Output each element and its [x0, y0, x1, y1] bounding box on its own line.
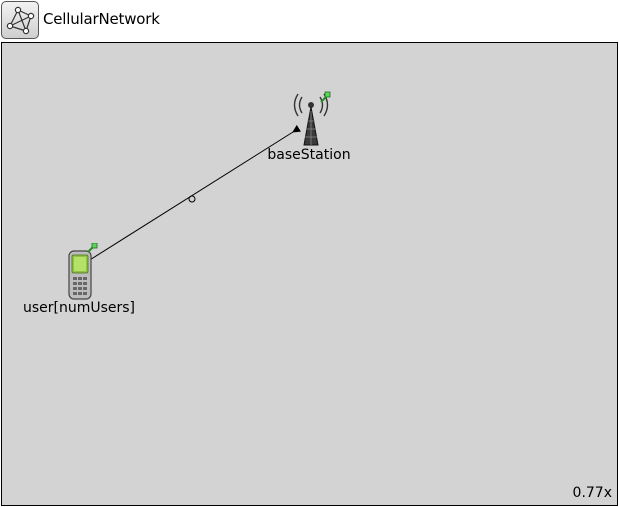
network-canvas[interactable]: baseStation [1, 42, 618, 506]
connection-layer [76, 124, 302, 269]
zoom-level: 0.77x [572, 485, 612, 501]
mobile-phone-icon[interactable] [64, 242, 100, 301]
status-indicator-icon [320, 91, 331, 103]
connection-midpoint-marker [188, 195, 196, 203]
radio-tower-icon[interactable] [290, 91, 334, 149]
user-label: user[numUsers] [22, 300, 136, 316]
header: CellularNetwork [0, 0, 619, 42]
network-title: CellularNetwork [43, 10, 160, 28]
status-indicator-icon [87, 242, 98, 253]
network-graph-icon[interactable] [1, 1, 39, 39]
connection-line [76, 124, 302, 269]
base-station-label: baseStation [267, 147, 351, 163]
